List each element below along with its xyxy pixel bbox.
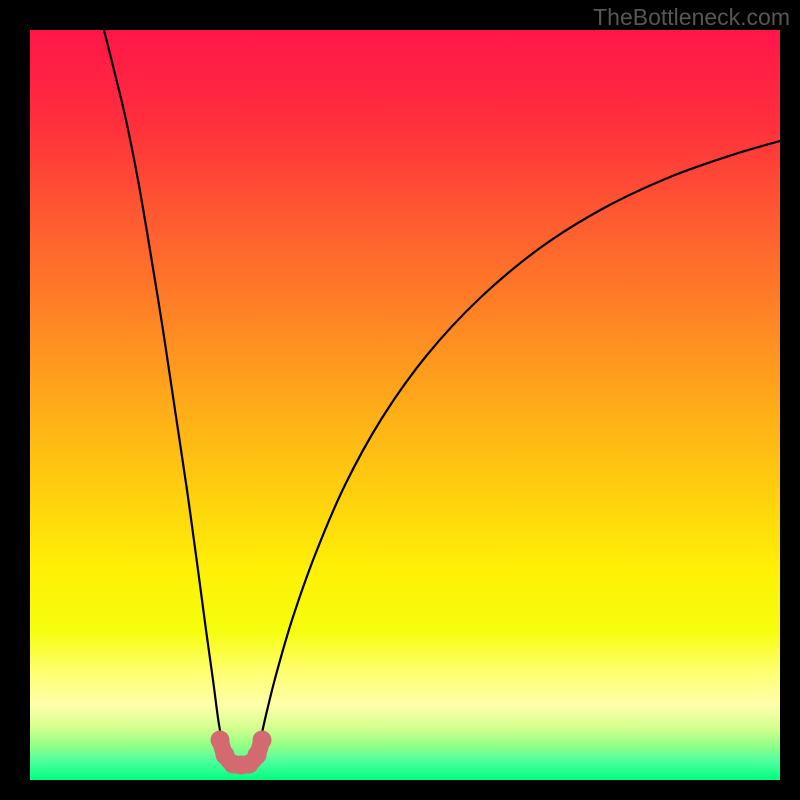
bottleneck-curve-right bbox=[260, 141, 780, 742]
marker-dot bbox=[253, 731, 272, 750]
figure-root: TheBottleneck.com bbox=[0, 0, 800, 800]
plot-area bbox=[30, 30, 780, 780]
curve-layer bbox=[30, 30, 780, 780]
watermark-text: TheBottleneck.com bbox=[593, 4, 790, 31]
bottleneck-curve-left bbox=[104, 30, 222, 742]
marker-dots-group bbox=[211, 731, 272, 775]
